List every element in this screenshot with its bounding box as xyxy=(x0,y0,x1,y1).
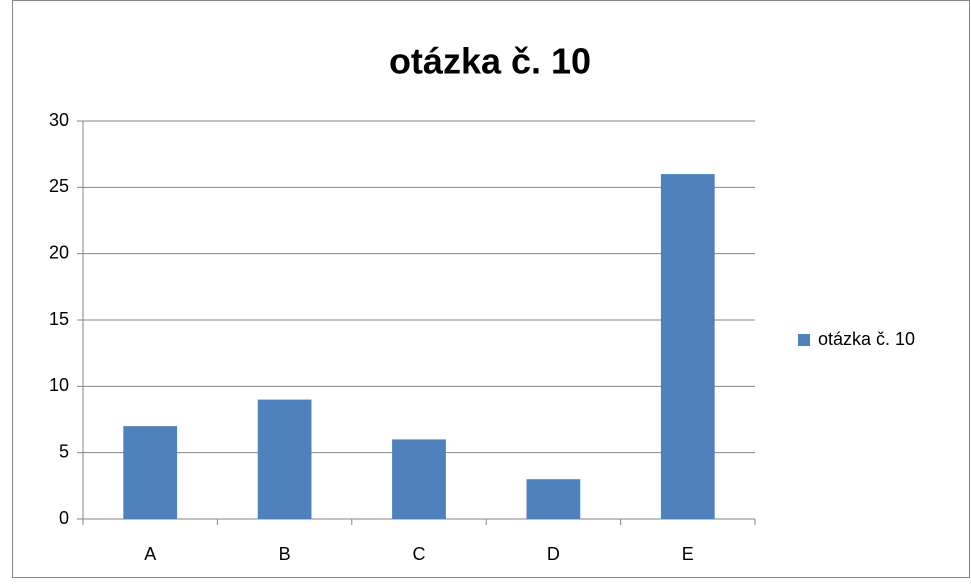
bar xyxy=(526,479,581,519)
x-tick-label: C xyxy=(413,544,426,564)
x-tick-label: E xyxy=(682,544,694,564)
y-tick-label: 30 xyxy=(49,110,69,130)
x-tick-label: A xyxy=(144,544,156,564)
legend-swatch xyxy=(798,334,810,346)
bar xyxy=(392,439,446,519)
bar xyxy=(660,174,715,520)
x-tick-label: D xyxy=(547,544,560,564)
y-tick-label: 5 xyxy=(59,441,69,461)
chart-title: otázka č. 10 xyxy=(389,41,591,82)
y-tick-label: 25 xyxy=(49,176,69,196)
bar xyxy=(257,399,312,519)
x-tick-label: B xyxy=(279,544,291,564)
y-tick-label: 20 xyxy=(49,242,69,262)
y-tick-label: 15 xyxy=(49,309,69,329)
bar xyxy=(123,426,178,519)
y-tick-label: 0 xyxy=(59,508,69,528)
y-tick-label: 10 xyxy=(49,375,69,395)
legend-label: otázka č. 10 xyxy=(818,329,915,349)
